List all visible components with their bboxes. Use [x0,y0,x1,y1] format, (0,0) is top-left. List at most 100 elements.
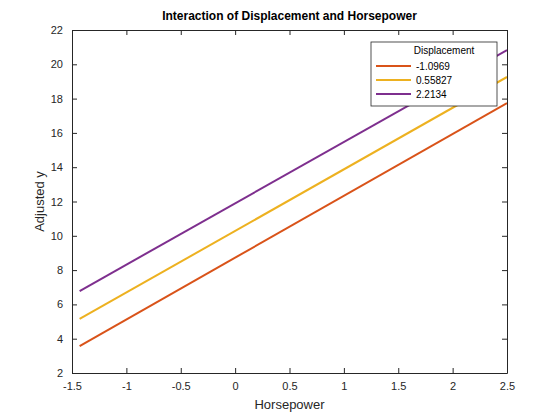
series-group [80,50,507,346]
tick: 8 [57,264,77,276]
tick-mark [72,133,77,134]
tick [502,270,507,271]
tick-mark [126,368,127,373]
tick-label: 18 [51,93,63,105]
tick: 2 [57,367,77,379]
tick: 1 [341,368,347,392]
tick-mark [502,236,507,237]
legend-label: 0.55827 [416,75,453,86]
tick-mark [235,368,236,373]
tick-label: 10 [51,230,63,242]
tick-label: 6 [57,298,63,310]
tick [235,30,236,35]
tick-mark [398,30,399,35]
axis-line [507,31,508,374]
plot-area: -1.5-1-0.500.511.522.5246810121416182022… [51,24,515,392]
tick: 18 [51,93,77,105]
series-line [80,77,507,319]
tick-label: 0 [233,380,239,392]
tick [502,99,507,100]
legend-swatch [376,79,411,81]
tick: 6 [57,298,77,310]
tick-mark [502,202,507,203]
tick: -0.5 [172,368,191,392]
tick-mark [502,304,507,305]
tick: 14 [51,161,77,173]
tick-mark [502,64,507,65]
series-line [80,103,507,346]
y-axis-title: Adjusted y [32,171,47,232]
tick-label: 8 [57,264,63,276]
tick-mark [72,339,77,340]
tick-mark [72,167,77,168]
tick-mark [72,99,77,100]
plot-background [72,30,507,373]
chart: -1.5-1-0.500.511.522.5246810121416182022… [0,0,560,420]
tick-mark [181,368,182,373]
tick [344,30,345,35]
legend: Displacement -1.0969 0.55827 2.2134 [371,42,497,106]
tick-label: 22 [51,24,63,36]
tick [290,30,291,35]
tick-label: -1 [122,380,132,392]
tick-label: 20 [51,58,63,70]
legend-label: -1.0969 [416,61,450,72]
tick-mark [398,368,399,373]
tick-mark [502,339,507,340]
x-axis: -1.5-1-0.500.511.522.5 [63,368,515,392]
tick [502,202,507,203]
tick: -1 [122,368,132,392]
tick-mark [72,202,77,203]
legend-box [371,42,497,106]
tick [398,30,399,35]
tick [502,339,507,340]
x-axis-top [73,30,508,35]
tick-label: 0.5 [282,380,297,392]
tick-mark [344,30,345,35]
tick [453,30,454,35]
tick-mark [502,30,507,31]
tick-label: -1.5 [63,380,82,392]
tick-label: 2 [57,367,63,379]
tick-mark [344,368,345,373]
legend-swatch [376,93,411,95]
tick-label: 1 [341,380,347,392]
tick [502,30,507,31]
tick: 12 [51,196,77,208]
tick-mark [453,368,454,373]
tick-label: 16 [51,127,63,139]
tick [502,167,507,168]
tick [502,236,507,237]
tick-label: 12 [51,196,63,208]
tick-mark [72,64,77,65]
tick: 10 [51,230,77,242]
x-axis-title: Horsepower [254,397,325,412]
legend-label: 2.2134 [416,89,447,100]
tick [181,30,182,35]
tick [126,30,127,35]
y-axis: 2 4 6 8 10 12 14 16 18 20 22 [51,24,77,379]
tick: 1.5 [391,368,406,392]
tick-mark [502,133,507,134]
tick: 4 [57,333,77,345]
tick-mark [502,373,507,374]
tick [502,133,507,134]
tick-mark [181,30,182,35]
tick: 0 [233,368,239,392]
tick: 2 [450,368,456,392]
tick-label: 14 [51,161,63,173]
tick: 0.5 [282,368,297,392]
tick-label: -0.5 [172,380,191,392]
tick-mark [72,236,77,237]
legend-title: Displacement [414,45,475,56]
tick: 16 [51,127,77,139]
tick-mark [502,99,507,100]
tick-mark [72,270,77,271]
title: Interaction of Displacement and Horsepow… [162,9,417,23]
tick-mark [502,167,507,168]
tick [502,373,507,374]
tick-label: 4 [57,333,63,345]
tick-mark [502,270,507,271]
tick-mark [290,368,291,373]
tick-label: 1.5 [391,380,406,392]
